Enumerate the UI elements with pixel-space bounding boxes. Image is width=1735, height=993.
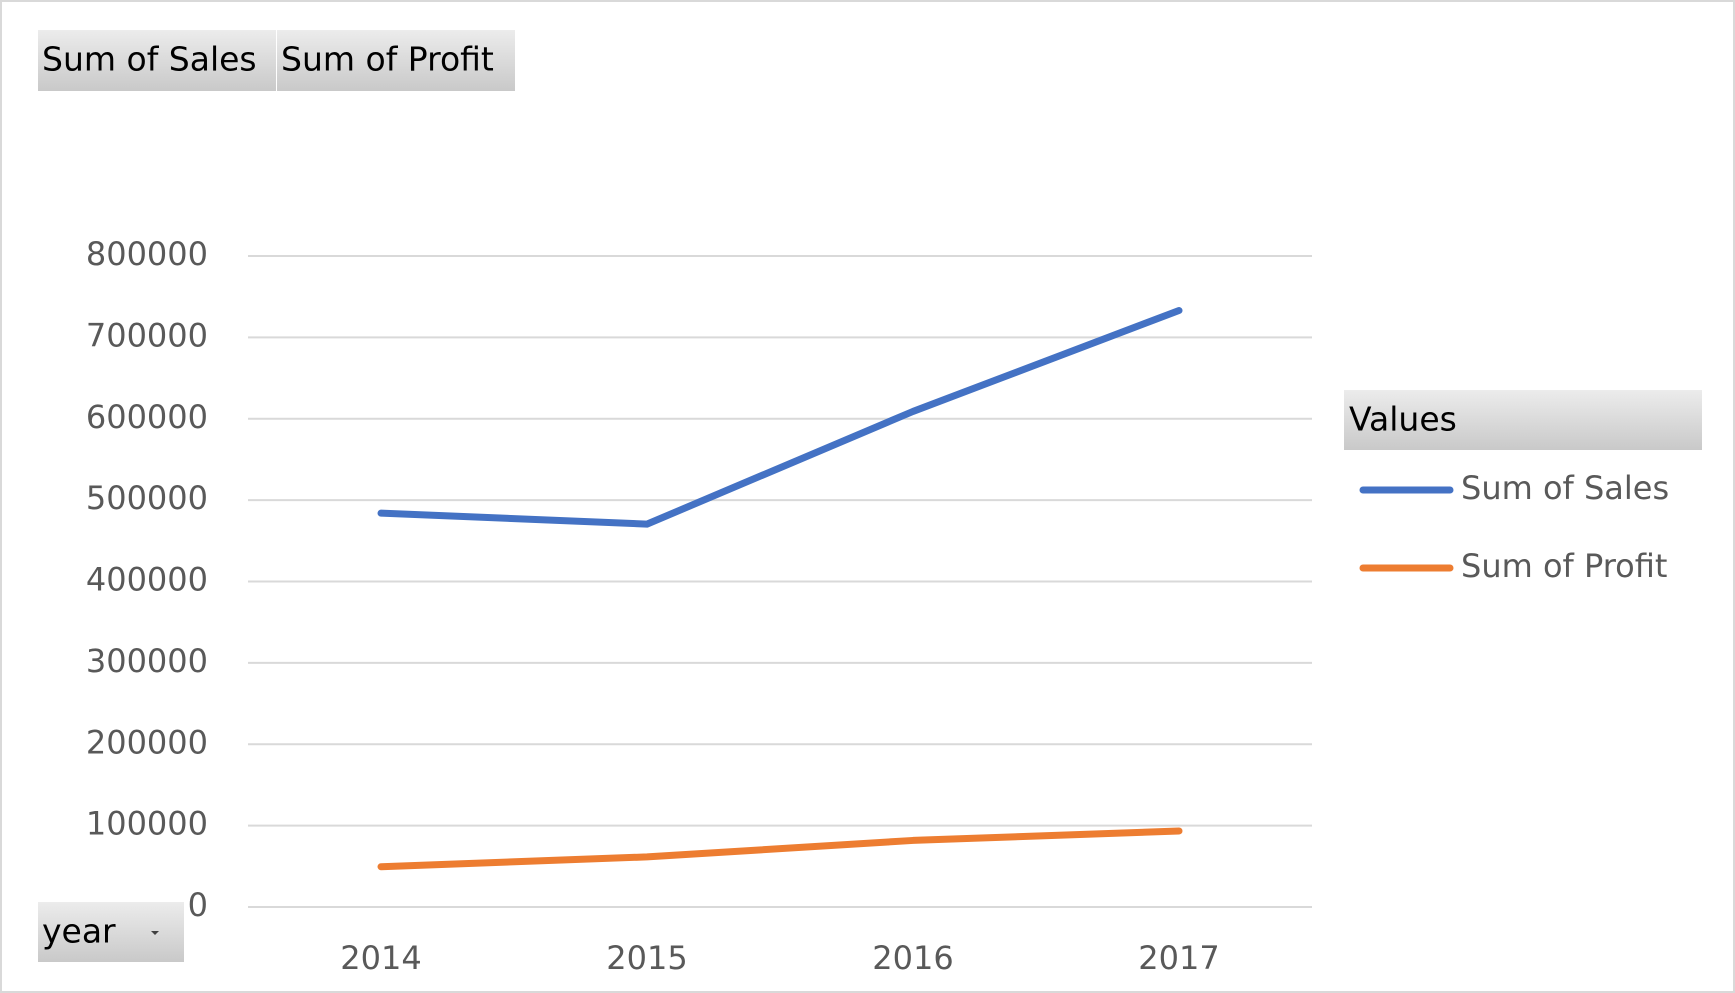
axis-field-button[interactable] bbox=[38, 902, 184, 962]
x-tick-label: 2015 bbox=[606, 939, 687, 977]
y-tick-label: 0 bbox=[188, 886, 208, 924]
series-line bbox=[377, 307, 1183, 528]
field-button[interactable] bbox=[277, 30, 515, 91]
y-tick-label: 100000 bbox=[86, 805, 208, 843]
legend-label: Sum of Profit bbox=[1461, 547, 1667, 585]
y-tick-label: 500000 bbox=[86, 479, 208, 517]
y-tick-label: 400000 bbox=[86, 561, 208, 599]
y-tick-label: 300000 bbox=[86, 642, 208, 680]
legend-label: Sum of Sales bbox=[1461, 469, 1669, 507]
x-tick-label: 2017 bbox=[1138, 939, 1219, 977]
y-tick-label: 600000 bbox=[86, 398, 208, 436]
y-tick-label: 800000 bbox=[86, 235, 208, 273]
x-tick-label: 2014 bbox=[340, 939, 421, 977]
field-button[interactable] bbox=[38, 30, 276, 91]
dropdown-arrow bbox=[151, 931, 159, 935]
y-tick-label: 700000 bbox=[86, 316, 208, 354]
legend-title: Values bbox=[1349, 400, 1457, 439]
x-tick-label: 2016 bbox=[872, 939, 953, 977]
series-line bbox=[377, 827, 1183, 871]
field-button-label: Sum of Sales bbox=[42, 40, 257, 79]
axis-field-label: year bbox=[42, 912, 116, 951]
y-tick-label: 200000 bbox=[86, 723, 208, 761]
field-button-label: Sum of Profit bbox=[281, 40, 494, 79]
legend-header bbox=[1344, 390, 1702, 450]
